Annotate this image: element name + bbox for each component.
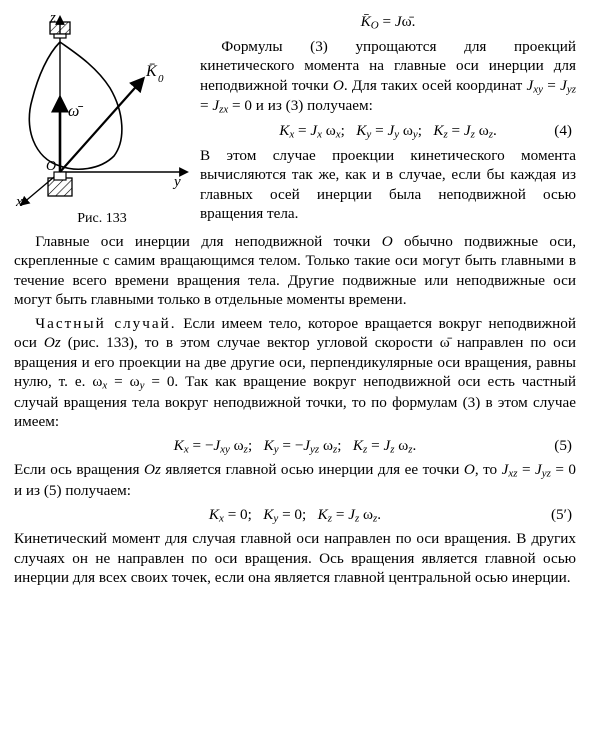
figure-svg: z y x K̄ 0 ω̄ O <box>14 8 190 208</box>
eq4-num: (4) <box>554 121 572 140</box>
svg-text:ω̄: ω̄ <box>68 103 83 120</box>
para-5: Если ось вращения Oz является главной ос… <box>14 460 576 500</box>
para-4-lead: Частный случай. <box>35 315 176 332</box>
figure-caption: Рис. 133 <box>14 210 190 228</box>
top-floated-section: z y x K̄ 0 ω̄ O Рис. 133 <box>14 8 576 232</box>
equation-5: Kx = −Jxy ωz; Ky = −Jyz ωz; Kz = Jz ωz. … <box>14 436 576 457</box>
para-4: Частный случай. Если имеем тело, которое… <box>14 314 576 432</box>
para-3: Главные оси инерции для неподвижной точк… <box>14 232 576 310</box>
svg-text:K̄: K̄ <box>145 63 158 80</box>
equation-4: Kx = Jx ωx; Ky = Jy ωy; Kz = Jz ωz. (4) <box>14 121 576 142</box>
para-4-body: Если имеем тело, которое вращается вокру… <box>14 315 576 431</box>
eq0-body: K̄O = Jω̄. <box>361 13 416 30</box>
eq5p-body: Kx = 0; Ky = 0; Kz = Jz ωz. <box>209 506 381 523</box>
eq5-body: Kx = −Jxy ωz; Ky = −Jyz ωz; Kz = Jz ωz. <box>174 437 417 454</box>
para-6: Кинетический момент для случая главной о… <box>14 529 576 587</box>
equation-K-eq-Jw: K̄O = Jω̄. <box>14 12 576 33</box>
equation-5-prime: Kx = 0; Ky = 0; Kz = Jz ωz. (5′) <box>14 505 576 526</box>
svg-text:O: O <box>46 159 56 174</box>
svg-text:x: x <box>15 194 23 208</box>
eq5-num: (5) <box>554 436 572 455</box>
eq4-body: Kx = Jx ωx; Ky = Jy ωy; Kz = Jz ωz. <box>279 122 497 139</box>
figure-133: z y x K̄ 0 ω̄ O Рис. 133 <box>14 8 190 228</box>
eq5p-num: (5′) <box>551 505 572 524</box>
svg-text:y: y <box>172 174 181 190</box>
svg-text:0: 0 <box>158 73 164 85</box>
